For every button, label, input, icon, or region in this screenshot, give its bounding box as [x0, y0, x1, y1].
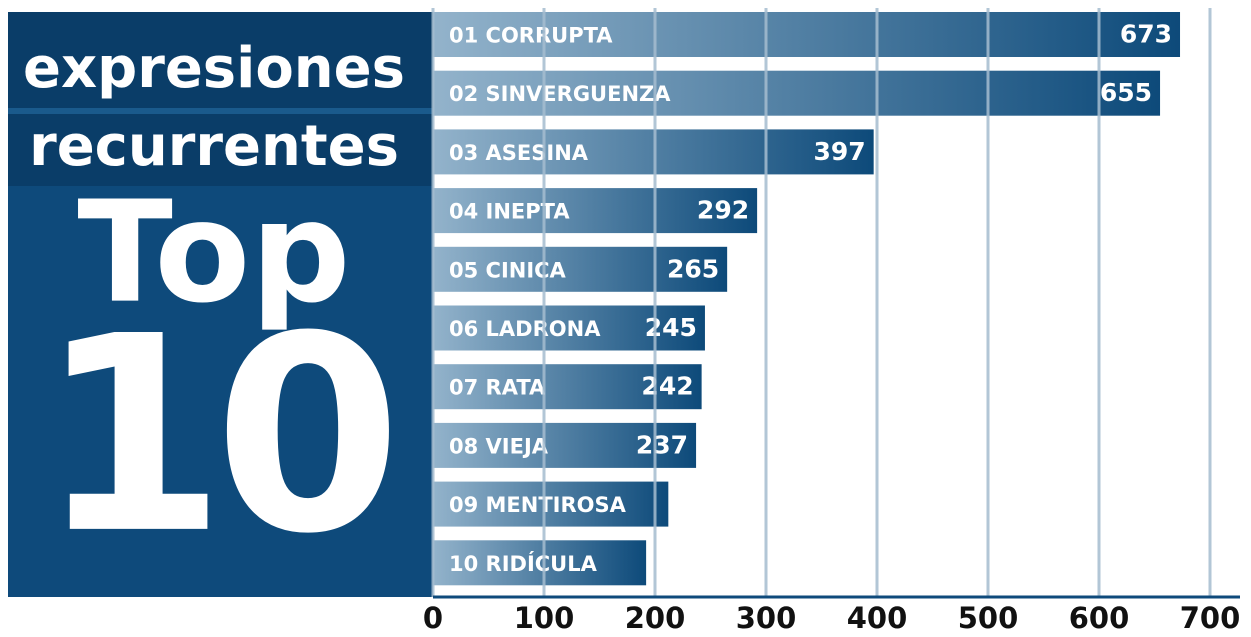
- category-label: 04 INEPTA: [449, 200, 570, 224]
- x-tick-label: 700: [1180, 601, 1241, 635]
- x-tick-label: 300: [736, 601, 797, 635]
- subtitle-line: 10: [38, 278, 391, 593]
- category-label: 06 LADRONA: [449, 317, 601, 341]
- bar: [433, 70, 1161, 116]
- x-tick-label: 400: [847, 601, 908, 635]
- bar: [433, 188, 758, 234]
- value-label: 673: [1120, 20, 1172, 49]
- category-label: 02 SINVERGUENZA: [449, 82, 671, 106]
- x-tick-label: 600: [1069, 601, 1130, 635]
- bar: [433, 12, 1181, 57]
- x-tick-label: 100: [514, 601, 575, 635]
- value-label: 265: [667, 254, 719, 283]
- category-label: 03 ASESINA: [449, 141, 589, 165]
- category-label: 10 RIDÍCULA: [449, 551, 598, 576]
- title-panel: [8, 12, 433, 186]
- title-line: expresiones: [23, 36, 405, 101]
- bar: [433, 540, 647, 586]
- bar: [433, 364, 702, 410]
- subtitle-line: Top: [77, 172, 350, 335]
- bar: [433, 305, 705, 351]
- value-label: 242: [641, 372, 693, 401]
- x-tick-label: 0: [423, 601, 443, 635]
- category-label: 09 MENTIROSA: [449, 493, 627, 517]
- category-label: 08 VIEJA: [449, 434, 549, 458]
- category-label: 07 RATA: [449, 376, 546, 400]
- x-tick-label: 500: [958, 601, 1019, 635]
- value-label: 292: [697, 196, 749, 225]
- value-label: 237: [636, 430, 688, 459]
- x-tick-label: 200: [625, 601, 686, 635]
- bar: [433, 246, 728, 292]
- category-label: 05 CINICA: [449, 258, 567, 282]
- bar: [433, 422, 697, 468]
- value-label: 245: [645, 313, 697, 342]
- bar: [433, 481, 669, 527]
- value-label: 655: [1100, 78, 1152, 107]
- value-label: 397: [813, 137, 865, 166]
- category-label: 01 CORRUPTA: [449, 24, 613, 48]
- title-line: recurrentes: [29, 114, 399, 179]
- bar: [433, 129, 874, 175]
- title-separator: [8, 108, 433, 114]
